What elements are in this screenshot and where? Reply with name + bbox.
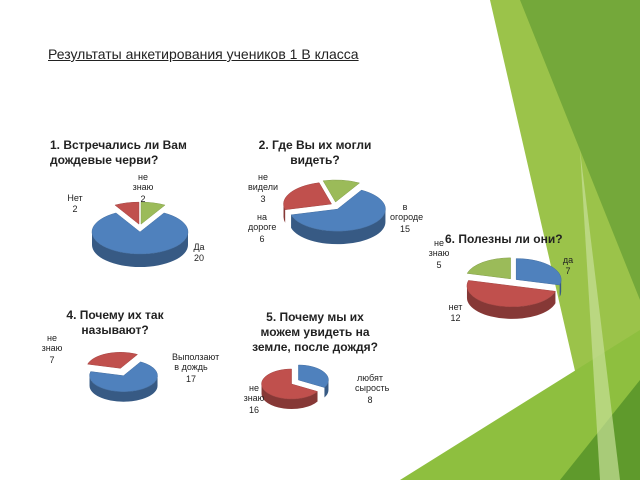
chart-title: 1. Встречались ли Вам дождевые черви?	[50, 138, 187, 167]
pie-slice	[515, 258, 562, 298]
pie-slice	[91, 212, 189, 267]
slice-side	[466, 285, 556, 319]
value-label: 16	[248, 405, 259, 415]
value-label: 17	[185, 374, 196, 384]
value-label: 15	[399, 224, 410, 234]
slice-top	[515, 258, 562, 286]
pie-slice	[87, 352, 139, 369]
category-label: Выползают в дождь	[172, 352, 220, 372]
category-label: не видели	[248, 172, 279, 192]
slice-top	[298, 364, 329, 388]
slice-side	[291, 209, 386, 245]
category-label: Нет	[67, 193, 83, 203]
slice-top	[261, 368, 319, 400]
value-label: 2	[72, 204, 78, 214]
category-label: не знаю	[428, 238, 450, 258]
chart-title: 5. Почему мы их можем увидеть на земле, …	[252, 310, 378, 354]
pie-slice	[114, 201, 140, 225]
category-label: любят сырость	[355, 373, 390, 393]
chart-title: 6. Полезны ли они?	[445, 232, 563, 246]
value-label: 7	[49, 355, 55, 365]
category-label: не знаю	[132, 172, 154, 192]
value-label: 20	[193, 253, 204, 263]
value-label: 5	[436, 260, 442, 270]
pie-slice	[322, 179, 361, 203]
slice-top	[114, 201, 140, 225]
pie-slice	[466, 257, 511, 280]
pie-slice	[290, 189, 386, 245]
slice-top	[87, 352, 139, 369]
value-label: 6	[259, 234, 265, 244]
slice-top	[283, 182, 332, 210]
slice-side	[92, 232, 188, 267]
slice-top	[290, 189, 386, 232]
chart-title: 4. Почему их так называют?	[66, 308, 164, 337]
pie-slice	[298, 364, 329, 398]
value-label: 2	[140, 194, 146, 204]
slice-top	[140, 201, 166, 225]
pie-slice	[283, 182, 332, 223]
slice-side	[559, 279, 562, 298]
category-label: в огороде	[390, 202, 424, 222]
slice-top	[322, 179, 361, 203]
pie-slice	[89, 361, 158, 402]
category-label: да	[562, 255, 574, 265]
slice-side	[261, 384, 318, 410]
chart-title: 2. Где Вы их могли видеть?	[258, 138, 372, 167]
category-label: не знаю	[41, 333, 63, 353]
pies	[87, 179, 562, 410]
category-label: на дороге	[248, 212, 277, 232]
deco-shape	[580, 150, 620, 480]
slice-side	[89, 375, 158, 402]
category-label: нет	[448, 302, 463, 312]
slice-top	[466, 257, 511, 280]
slice-top	[91, 212, 189, 255]
slice-top	[89, 361, 158, 392]
deco-shape	[400, 330, 640, 480]
category-label: не знаю	[243, 383, 265, 403]
slice-top	[466, 280, 556, 308]
slide-title: Результаты анкетирования учеников 1 В кл…	[48, 46, 359, 62]
slice-side	[283, 204, 286, 223]
category-label: Да	[193, 242, 205, 252]
value-label: 12	[450, 313, 461, 323]
value-label: 3	[260, 194, 266, 204]
pie-slice	[466, 280, 556, 319]
pie-slice	[140, 201, 166, 225]
pie-slice	[261, 368, 319, 410]
value-label: 8	[367, 395, 373, 405]
value-label: 7	[565, 266, 571, 276]
